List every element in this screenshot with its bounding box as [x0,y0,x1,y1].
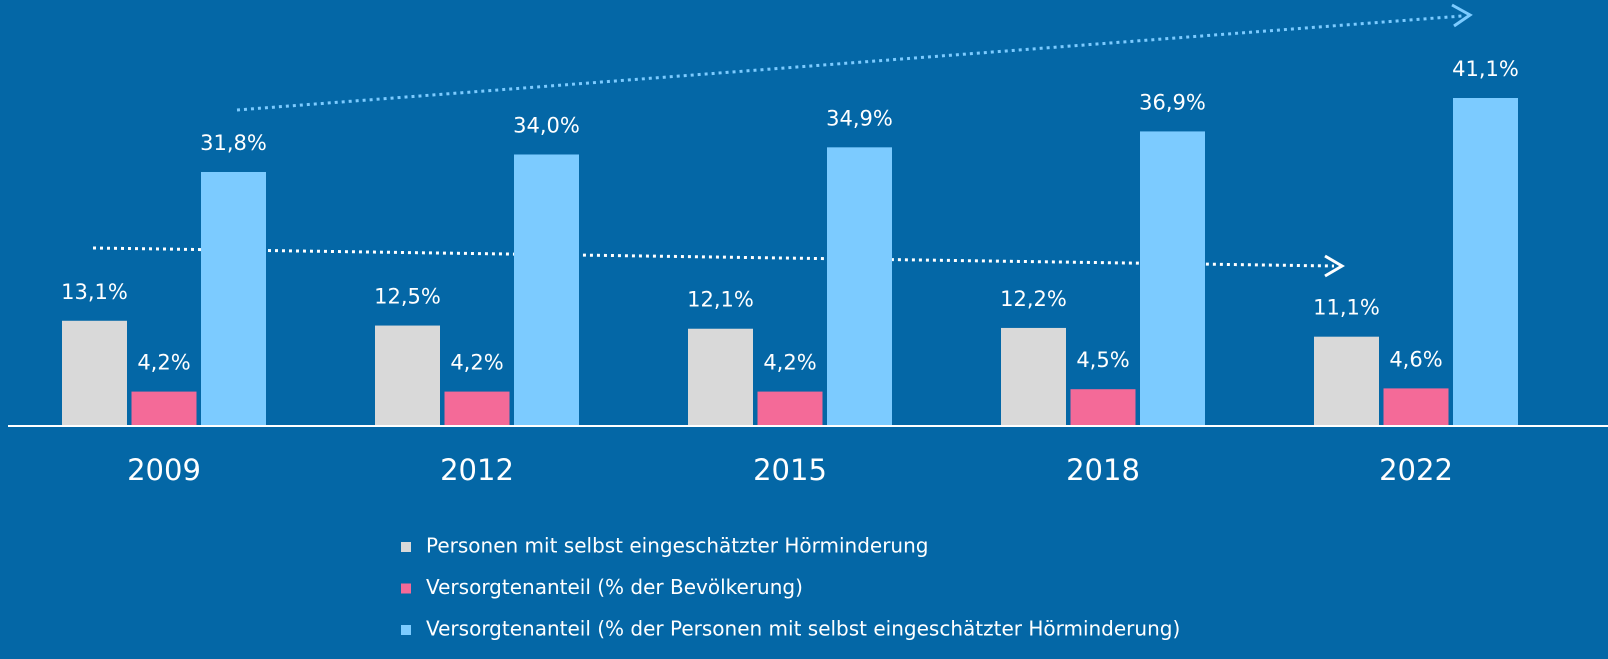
x-tick-label: 2012 [440,453,514,487]
value-label: 36,9% [1139,90,1206,114]
x-tick-label: 2015 [753,453,827,487]
bar [444,391,510,425]
bar [827,147,892,425]
bar [62,320,127,425]
bar [1314,336,1379,425]
bar [131,391,197,425]
bar [514,154,579,425]
value-label: 12,5% [374,285,441,309]
x-tick-label: 2009 [127,453,201,487]
bar [1070,389,1136,425]
value-label: 34,0% [513,113,580,137]
bar [1140,131,1205,425]
legend-label: Versorgtenanteil (% der Bevölkerung) [426,575,803,599]
bar [688,328,753,425]
legend-swatch [401,625,411,635]
value-label: 4,2% [763,351,816,375]
legend-swatch [401,583,411,594]
bar [757,391,823,425]
legend-label: Versorgtenanteil (% der Personen mit sel… [426,617,1180,641]
bar [201,171,266,425]
trend-arrow-head [1324,254,1345,278]
bar [375,325,440,425]
trend-arrow [236,14,1463,112]
legend-label: Personen mit selbst eingeschätzter Hörmi… [426,534,928,558]
value-label: 41,1% [1452,57,1519,81]
value-label: 12,1% [687,288,754,312]
bar [1453,98,1518,425]
value-label: 34,9% [826,106,893,130]
legend-swatch [401,542,411,552]
bar [1001,327,1066,425]
value-label: 12,2% [1000,287,1067,311]
value-label: 4,5% [1076,348,1129,372]
x-tick-label: 2022 [1379,453,1453,487]
trend-arrow-head [1451,3,1473,28]
value-label: 4,6% [1389,347,1442,371]
bar [1383,388,1449,425]
value-label: 4,2% [450,351,503,375]
value-label: 4,2% [137,351,190,375]
value-label: 11,1% [1313,296,1380,320]
x-tick-label: 2018 [1066,453,1140,487]
value-label: 13,1% [61,280,128,304]
value-label: 31,8% [200,131,267,155]
